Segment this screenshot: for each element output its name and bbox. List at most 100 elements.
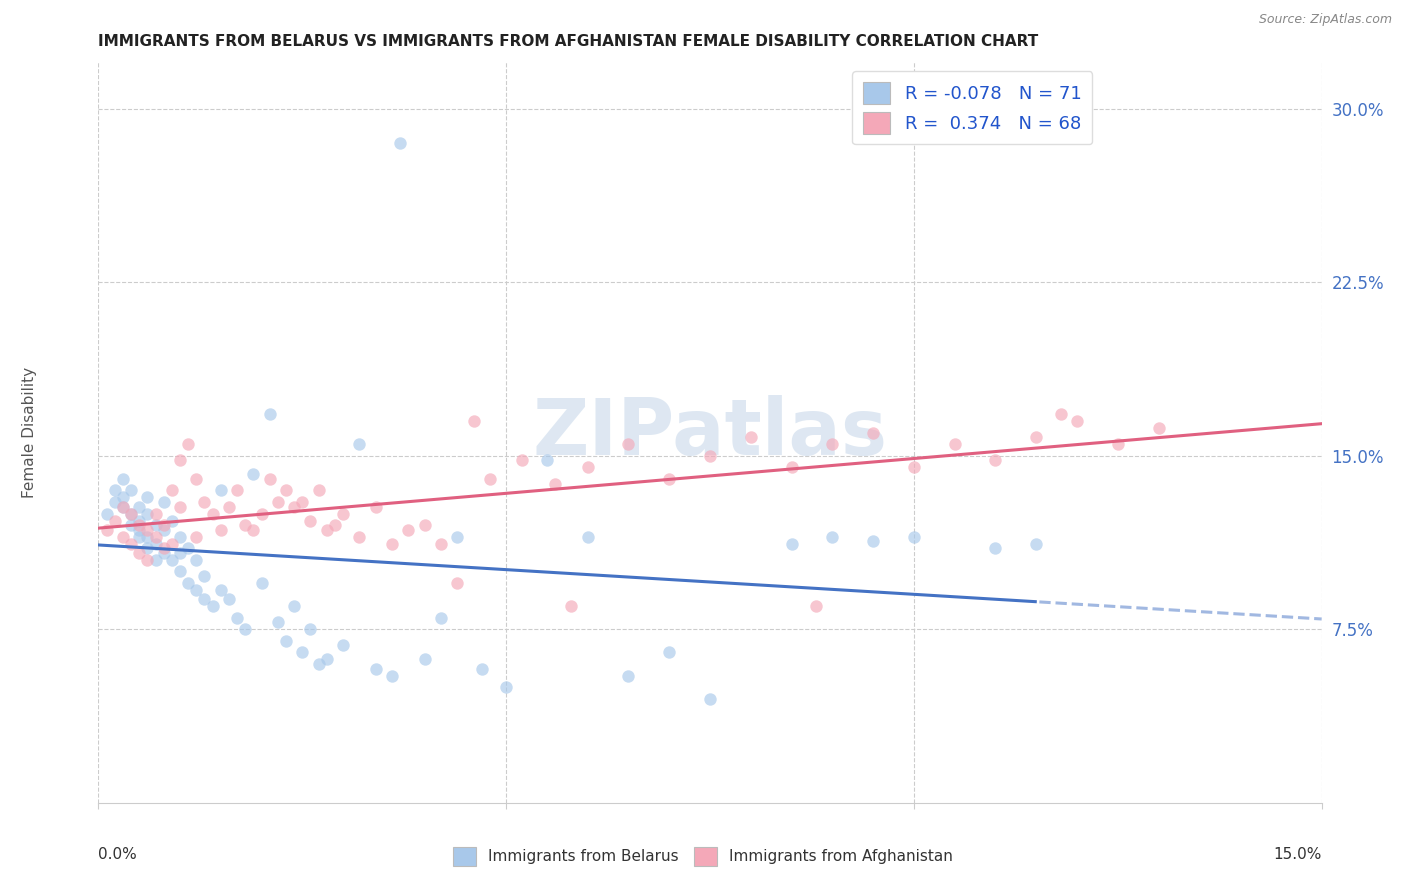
Point <box>740 430 762 444</box>
Point <box>226 483 249 498</box>
Point <box>299 514 322 528</box>
Point <box>283 500 305 514</box>
Point <box>177 437 200 451</box>
Point <box>186 582 208 597</box>
Point <box>128 523 150 537</box>
Point <box>128 530 150 544</box>
Point <box>1107 437 1129 451</box>
Point <box>1049 407 1071 421</box>
Point <box>544 476 567 491</box>
Point <box>512 453 534 467</box>
Point <box>145 518 167 533</box>
Point <box>104 483 127 498</box>
Point <box>152 518 174 533</box>
Point <box>364 662 387 676</box>
Point <box>160 537 183 551</box>
Point <box>396 523 419 537</box>
Point <box>617 437 640 451</box>
Point <box>136 541 159 556</box>
Point <box>349 530 371 544</box>
Point <box>1025 430 1047 444</box>
Point <box>471 662 494 676</box>
Point <box>209 523 232 537</box>
Point <box>128 500 150 514</box>
Point <box>274 483 297 498</box>
Point <box>242 467 264 482</box>
Point <box>381 668 404 682</box>
Point <box>780 537 803 551</box>
Point <box>218 592 240 607</box>
Point <box>111 530 134 544</box>
Point <box>193 592 215 607</box>
Point <box>984 541 1007 556</box>
Point <box>250 507 273 521</box>
Point <box>699 449 721 463</box>
Point <box>145 530 167 544</box>
Point <box>250 576 273 591</box>
Point <box>177 576 200 591</box>
Point <box>104 514 127 528</box>
Point <box>136 523 159 537</box>
Text: Female Disability: Female Disability <box>22 367 38 499</box>
Point <box>862 534 884 549</box>
Point <box>984 453 1007 467</box>
Point <box>201 507 224 521</box>
Point <box>152 546 174 560</box>
Point <box>96 507 118 521</box>
Point <box>218 500 240 514</box>
Point <box>226 611 249 625</box>
Point <box>495 680 517 694</box>
Point <box>267 495 290 509</box>
Point <box>136 553 159 567</box>
Point <box>186 472 208 486</box>
Point <box>177 541 200 556</box>
Point <box>430 611 453 625</box>
Point <box>291 495 314 509</box>
Point <box>145 537 167 551</box>
Point <box>136 507 159 521</box>
Point <box>308 657 330 671</box>
Point <box>1147 421 1170 435</box>
Text: 15.0%: 15.0% <box>1274 847 1322 863</box>
Point <box>152 495 174 509</box>
Point <box>128 514 150 528</box>
Text: ZIPatlas: ZIPatlas <box>533 394 887 471</box>
Point <box>242 523 264 537</box>
Point <box>862 425 884 440</box>
Point <box>274 633 297 648</box>
Point <box>111 491 134 505</box>
Point <box>430 537 453 551</box>
Point <box>128 518 150 533</box>
Point <box>576 460 599 475</box>
Point <box>111 500 134 514</box>
Point <box>267 615 290 630</box>
Point <box>903 460 925 475</box>
Point <box>169 530 191 544</box>
Point <box>381 537 404 551</box>
Point <box>617 668 640 682</box>
Point <box>120 518 142 533</box>
Point <box>145 507 167 521</box>
Point <box>283 599 305 614</box>
Point <box>576 530 599 544</box>
Point <box>120 537 142 551</box>
Point <box>111 472 134 486</box>
Point <box>186 530 208 544</box>
Point <box>120 507 142 521</box>
Point <box>128 546 150 560</box>
Point <box>315 652 337 666</box>
Point <box>658 645 681 659</box>
Point <box>389 136 412 151</box>
Legend: R = -0.078   N = 71, R =  0.374   N = 68: R = -0.078 N = 71, R = 0.374 N = 68 <box>852 71 1092 145</box>
Point <box>152 541 174 556</box>
Point <box>658 472 681 486</box>
Point <box>169 453 191 467</box>
Point <box>136 530 159 544</box>
Point <box>349 437 371 451</box>
Point <box>699 691 721 706</box>
Point <box>96 523 118 537</box>
Point <box>903 530 925 544</box>
Point <box>780 460 803 475</box>
Point <box>536 453 558 467</box>
Legend: Immigrants from Belarus, Immigrants from Afghanistan: Immigrants from Belarus, Immigrants from… <box>447 841 959 871</box>
